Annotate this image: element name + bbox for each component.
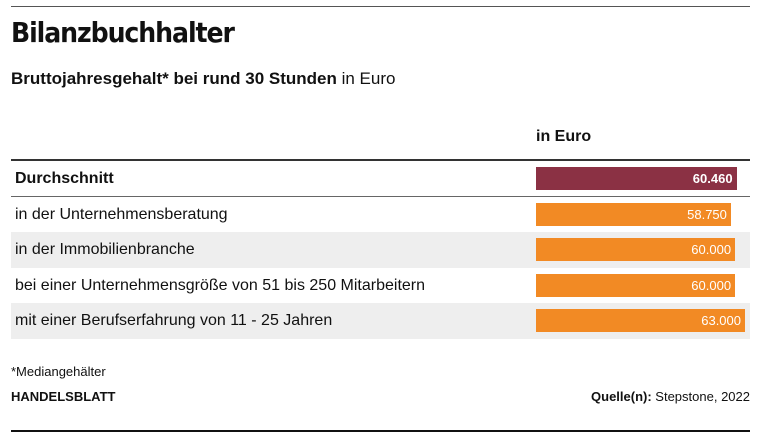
category-label: bei einer Unternehmensgröße von 51 bis 2…	[15, 276, 426, 294]
bar-value-label: 60.460	[692, 171, 733, 186]
publisher-logo: HANDELSBLATT	[11, 389, 116, 404]
bar: 60.000	[536, 238, 736, 261]
footnote: *Mediangehälter	[11, 364, 106, 379]
top-rule	[11, 6, 750, 7]
column-header: in Euro	[536, 128, 592, 145]
bar-value-label: 58.750	[687, 206, 727, 222]
bar: 60.000	[536, 273, 736, 297]
chart-title: Bilanzbuchhalter	[11, 16, 235, 49]
category-label: mit einer Berufserfahrung von 11 - 25 Ja…	[15, 312, 333, 329]
bottom-rule	[11, 430, 750, 432]
bar-value-label: 60.000	[691, 242, 732, 257]
bar: 63.000	[536, 309, 745, 332]
bar-rows: Durchschnitt 60.460 in der Unternehmensber…	[11, 161, 750, 339]
bar: 58.750	[536, 202, 731, 226]
subtitle-unit: in Euro	[336, 69, 396, 88]
chart-subtitle: Bruttojahresgehalt* bei rund 30 Stunden …	[11, 69, 395, 89]
bar-value-label: 60.000	[691, 277, 732, 293]
header-rule	[11, 159, 750, 161]
source-text: Stepstone, 2022	[651, 389, 750, 404]
bar-row: Durchschnitt 60.460	[11, 161, 750, 197]
bar-row: mit einer Berufserfahrung von 11 - 25 Ja…	[11, 303, 750, 339]
bar: 60.460	[536, 167, 737, 190]
bar-row: in der Immobilienbranche 60.000	[11, 232, 750, 268]
category-label: in der Unternehmensberatung	[15, 205, 228, 223]
category-label: Durchschnitt	[15, 170, 114, 187]
bar-row: in der Unternehmensberatung 58.750	[11, 197, 750, 233]
source-label: Quelle(n):	[591, 389, 652, 404]
source-credit: Quelle(n): Stepstone, 2022	[591, 389, 750, 404]
subtitle-bold: Bruttojahresgehalt* bei rund 30 Stunden	[11, 69, 337, 88]
category-label: in der Immobilienbranche	[15, 241, 195, 258]
bar-row: bei einer Unternehmensgröße von 51 bis 2…	[11, 268, 750, 304]
bar-value-label: 63.000	[701, 313, 741, 328]
